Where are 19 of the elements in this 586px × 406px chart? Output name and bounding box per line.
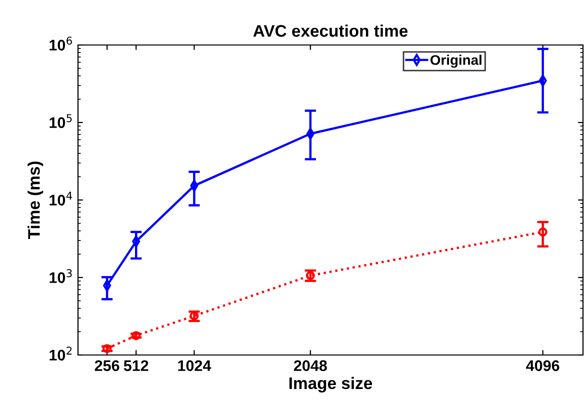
x-tick-label: 512 (124, 360, 148, 372)
y-axis-title: Time (ms) (28, 162, 44, 240)
y-tick-label: 10$^{2}$ (50, 346, 72, 361)
y-tick-label: 10$^{3}$ (50, 269, 72, 284)
x-tick-label: 256 (94, 360, 120, 372)
point (132, 331, 141, 340)
chart-title: AVC execution time (253, 24, 408, 37)
x-tick-label: 4096 (526, 360, 560, 372)
x-tick-label: 2048 (294, 360, 327, 372)
y-tick-label: 10$^{6}$ (50, 36, 72, 51)
x-axis-title: Image size (289, 376, 372, 392)
point (306, 271, 315, 280)
point (538, 227, 548, 236)
x-tick-label: 1024 (178, 360, 212, 372)
y-tick-label: 10$^{4}$ (50, 192, 72, 206)
point (103, 280, 112, 292)
y-tick-label: 10$^{5}$ (50, 114, 72, 128)
legend-label: Original (430, 54, 482, 68)
point (102, 344, 112, 354)
